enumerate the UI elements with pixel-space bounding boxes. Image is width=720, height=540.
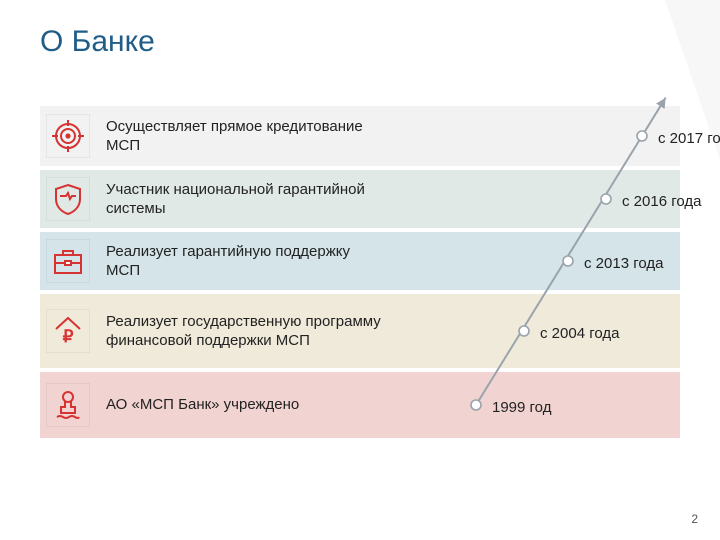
- row-text: Участник национальной гарантийной систем…: [96, 170, 396, 229]
- row-icon-cell: ₽: [40, 305, 96, 357]
- ruble-house-icon: ₽: [46, 309, 90, 353]
- stamp-icon: [46, 383, 90, 427]
- year-label: с 2013 года: [584, 255, 663, 272]
- row-year-cell: 1999 год: [396, 372, 680, 438]
- row-text: Осуществляет прямое кредитование МСП: [96, 107, 396, 166]
- row-text: АО «МСП Банк» учреждено: [96, 385, 396, 425]
- target-icon: [46, 114, 90, 158]
- row-year-cell: с 2013 года: [396, 232, 680, 290]
- timeline-row: ₽ Реализует государственную программу фи…: [40, 292, 680, 370]
- slide: О Банке Осуществляет прямое кредитование…: [0, 0, 720, 540]
- row-icon-cell: [40, 235, 96, 287]
- year-label: с 2016 года: [622, 193, 701, 210]
- timeline-row: АО «МСП Банк» учреждено 1999 год: [40, 370, 680, 440]
- page-title: О Банке: [40, 25, 680, 59]
- year-label: с 2017 года: [658, 130, 720, 147]
- row-year-cell: с 2017 года: [396, 106, 680, 166]
- timeline-rows: Осуществляет прямое кредитование МСПс 20…: [40, 104, 680, 440]
- timeline-row: Реализует гарантийную поддержку МСП с 201…: [40, 230, 680, 292]
- year-label: с 2004 года: [540, 325, 619, 342]
- row-year-cell: с 2016 года: [396, 170, 680, 228]
- row-year-cell: с 2004 года: [396, 294, 680, 368]
- briefcase-icon: [46, 239, 90, 283]
- row-icon-cell: [40, 379, 96, 431]
- row-text: Реализует гарантийную поддержку МСП: [96, 232, 396, 291]
- year-label: 1999 год: [492, 399, 551, 416]
- timeline-row: Участник национальной гарантийной систем…: [40, 168, 680, 230]
- row-icon-cell: [40, 173, 96, 225]
- svg-text:₽: ₽: [63, 327, 74, 346]
- row-text: Реализует государственную программу фина…: [96, 302, 396, 361]
- row-icon-cell: [40, 110, 96, 162]
- shield-icon: [46, 177, 90, 221]
- page-number: 2: [691, 512, 698, 526]
- timeline-row: Осуществляет прямое кредитование МСПс 20…: [40, 104, 680, 168]
